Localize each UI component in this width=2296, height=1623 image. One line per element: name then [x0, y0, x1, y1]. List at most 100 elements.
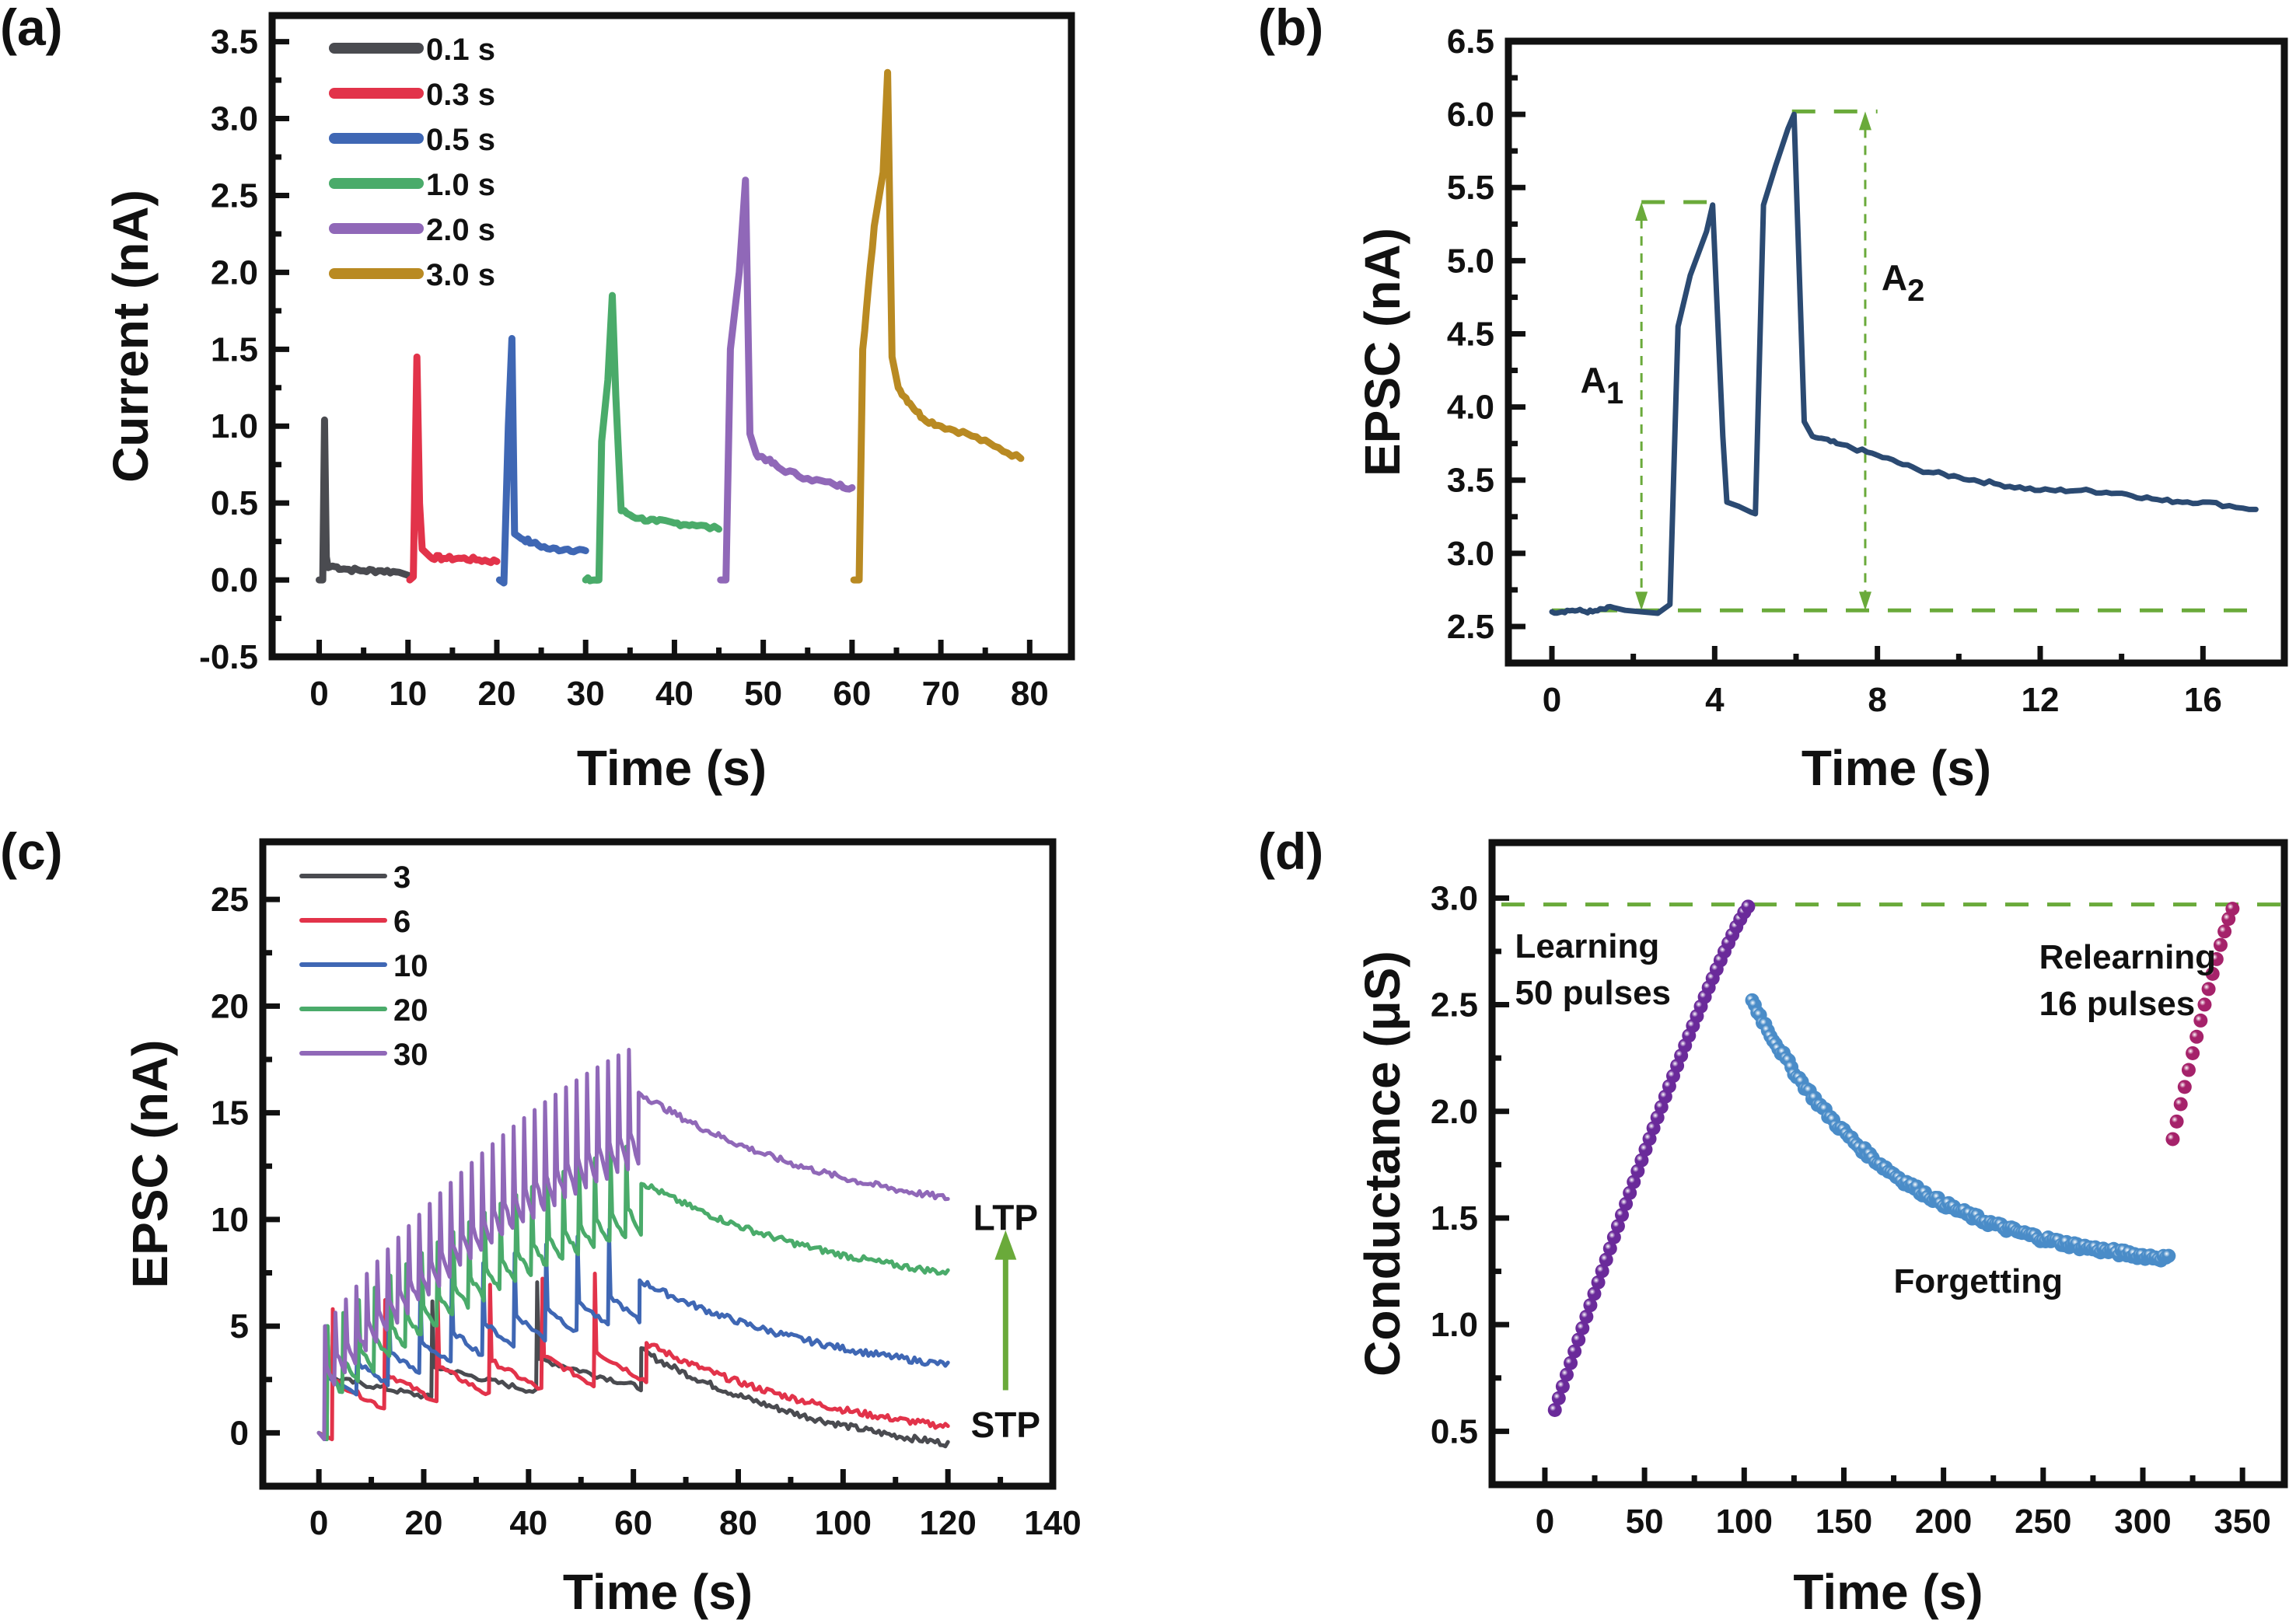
data-point-learning [1591, 1275, 1606, 1290]
x-tick-label: 60 [833, 675, 871, 713]
data-point-learning [1634, 1153, 1649, 1168]
x-tick-label: 350 [2214, 1503, 2270, 1541]
x-axis-title: Time (s) [577, 740, 767, 796]
x-tick-label: 70 [922, 675, 960, 713]
data-point-relearning [2209, 951, 2224, 966]
x-tick-label: 12 [2022, 681, 2060, 719]
data-point-learning [1650, 1110, 1665, 1125]
data-point-learning [1551, 1391, 1566, 1405]
y-tick-label: 2.5 [1447, 608, 1494, 646]
data-point-learning [1587, 1286, 1602, 1301]
legend-label: 0.3 s [426, 78, 495, 112]
x-tick-label: 300 [2114, 1503, 2171, 1541]
data-point-learning [1638, 1142, 1653, 1157]
y-tick-label: 3.5 [211, 23, 258, 61]
panel-d: (d) 0 50 100 150 200 250 300 350 0.5 1.0 1.5 2.0 2.5 3… [1258, 822, 2295, 1620]
annotation-label: A1 [1581, 360, 1623, 410]
panel-label: (d) [1258, 822, 1323, 880]
data-point-relearning [2186, 1045, 2200, 1060]
y-tick-label: 4.0 [1447, 389, 1494, 427]
annotation-subscript: 2 [1907, 274, 1924, 308]
annotation-text: Forgetting [1894, 1262, 2064, 1300]
panel-label: (b) [1258, 0, 1323, 56]
y-tick-label: 0.5 [211, 484, 258, 522]
series-line-3 [316, 1280, 950, 1449]
data-point-learning [1571, 1332, 1586, 1347]
x-tick-label: 16 [2184, 681, 2222, 719]
annotation-stp: STP [971, 1405, 1040, 1445]
data-point-forgetting [2161, 1248, 2176, 1263]
data-point-learning [1555, 1379, 1570, 1394]
data-point-relearning [2169, 1114, 2184, 1129]
panel-a: (a) 0 10 20 30 40 50 60 70 80 -0.5 0.0 0.5 1.0 1.5 2.0 2… [0, 0, 1075, 796]
x-tick-label: 0 [309, 675, 328, 713]
arrow-head-down-icon [1858, 592, 1871, 611]
annotation-main: A [1581, 360, 1606, 400]
x-tick-label: 50 [744, 675, 782, 713]
series-line-01s [316, 416, 412, 584]
arrow-head-up-icon [1858, 111, 1871, 131]
x-tick-label: 8 [1868, 681, 1886, 719]
data-point-learning [1583, 1298, 1598, 1313]
x-tick-label: 20 [404, 1504, 442, 1542]
data-point-learning [1627, 1174, 1641, 1189]
x-axis-title: Time (s) [1802, 740, 1991, 796]
plot-frame [268, 12, 1075, 661]
y-tick-label: 5.0 [1447, 242, 1494, 280]
data-point-relearning [2181, 1063, 2196, 1077]
y-tick-label: 3.0 [211, 100, 258, 138]
annotation-label: A2 [1882, 257, 1924, 308]
data-point-learning [1741, 899, 1756, 914]
y-tick-label: 0 [230, 1414, 249, 1452]
x-tick-label: 200 [1915, 1503, 1972, 1541]
y-tick-label: 2.0 [211, 253, 258, 291]
data-point-learning [1615, 1208, 1630, 1223]
data-point-learning [1575, 1321, 1590, 1335]
data-point-learning [1642, 1132, 1657, 1147]
panel-label: (c) [0, 822, 63, 880]
series-line-20s [717, 176, 856, 584]
x-tick-label: 40 [509, 1504, 547, 1542]
annotation-ltp: LTP [973, 1198, 1038, 1238]
data-point-learning [1606, 1230, 1621, 1244]
x-tick-label: 0 [1536, 1503, 1554, 1541]
plot-frame [1488, 839, 2288, 1489]
legend-label: 3.0 s [426, 258, 495, 292]
data-point-learning [1564, 1356, 1578, 1370]
arrow-up-icon [994, 1230, 1017, 1260]
annotation-text: Relearning [2039, 938, 2216, 976]
annotation-text: Learning [1515, 927, 1659, 965]
series-line-30 [316, 1048, 950, 1442]
y-tick-label: 6.0 [1447, 96, 1494, 134]
plot-frame [259, 838, 1057, 1490]
series-line-10s [582, 291, 722, 585]
x-tick-label: 10 [389, 675, 427, 713]
epsc-line [1549, 111, 2259, 616]
x-tick-label: 250 [2015, 1503, 2071, 1541]
legend-label: 10 [393, 949, 428, 983]
data-point-learning [1567, 1344, 1582, 1359]
y-axis-title: Current (nA) [103, 190, 159, 483]
y-tick-label: 1.0 [211, 407, 258, 445]
series-line-05s [495, 335, 589, 587]
plot-frame [1504, 37, 2288, 667]
y-tick-label: 4.5 [1447, 315, 1494, 353]
data-point-relearning [2217, 924, 2232, 939]
panel-label: (a) [0, 0, 63, 56]
data-point-learning [1630, 1164, 1645, 1178]
x-tick-label: 80 [719, 1504, 757, 1542]
y-tick-label: 3.0 [1447, 535, 1494, 573]
x-tick-label: 50 [1626, 1503, 1664, 1541]
data-point-learning [1599, 1252, 1613, 1267]
legend-label: 0.1 s [426, 33, 495, 67]
y-axis-title: EPSC (nA) [122, 1040, 178, 1289]
data-point-learning [1602, 1241, 1617, 1256]
legend-label: 20 [393, 993, 428, 1028]
series-line-30s [850, 68, 1025, 584]
x-tick-label: 80 [1011, 675, 1049, 713]
x-tick-label: 140 [1024, 1504, 1081, 1542]
x-tick-label: 0 [309, 1504, 328, 1542]
x-tick-label: 100 [815, 1504, 872, 1542]
y-axis-title: EPSC (nA) [1354, 228, 1410, 476]
